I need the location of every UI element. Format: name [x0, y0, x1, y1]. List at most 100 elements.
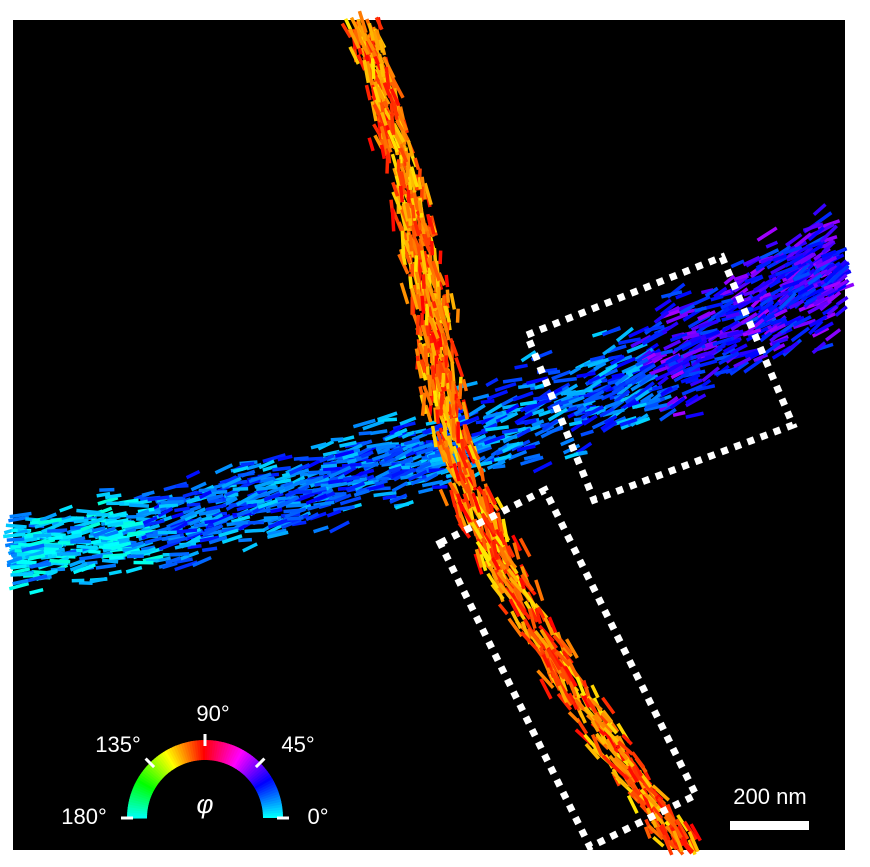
colorbar-segment	[247, 765, 265, 781]
fiber-segment	[373, 490, 397, 498]
fiber-segment	[424, 303, 430, 326]
fiber-segment	[669, 364, 684, 376]
fiber-segment	[424, 404, 433, 423]
fiber-segment	[91, 526, 106, 533]
fiber-segment	[353, 489, 370, 497]
fiber-segment	[584, 742, 601, 760]
fiber-segment	[238, 537, 253, 543]
fiber-segment	[387, 129, 400, 153]
fiber-segment	[285, 463, 304, 475]
fiber-segment	[689, 378, 703, 387]
colorbar-segment	[251, 771, 270, 786]
colorbar-segment	[133, 783, 153, 795]
fiber-segment	[212, 511, 228, 517]
colorbar-segment	[218, 742, 227, 763]
fiber-segment	[240, 469, 256, 478]
fiber-segment	[29, 588, 44, 595]
fiber-segment	[417, 200, 423, 214]
colorbar-segment	[141, 769, 160, 785]
colorbar-segment	[262, 806, 283, 812]
fiber-segment	[102, 553, 128, 559]
fiber-segment	[122, 546, 138, 552]
fiber-segment	[367, 22, 375, 41]
fiber-segment	[533, 395, 549, 401]
fiber-segment	[475, 540, 492, 561]
fiber-segment	[391, 181, 400, 197]
fiber-segment	[379, 79, 388, 97]
fiber-segment	[319, 453, 335, 464]
fiber-segment	[567, 710, 581, 724]
colorbar-segment	[228, 746, 240, 766]
fiber-segment	[543, 616, 555, 636]
colorbar-tick-label: 45°	[281, 732, 314, 757]
fiber-segment	[112, 537, 130, 544]
fiber-segment	[340, 22, 353, 39]
fiber-segment	[361, 462, 379, 468]
fiber-segment	[69, 562, 88, 572]
fiber-segment	[729, 360, 750, 376]
fiber-segment	[659, 407, 677, 422]
fiber-segment	[204, 518, 219, 525]
fiber-segment	[793, 279, 808, 290]
fiber-segment	[262, 464, 278, 472]
fiber-segment	[423, 472, 439, 483]
fiber-segment	[593, 361, 607, 371]
fiber-segment	[516, 601, 532, 621]
fiber-segment	[429, 274, 437, 287]
fiber-segment	[592, 714, 606, 729]
colorbar-segment	[165, 749, 178, 769]
fiber-segment	[5, 523, 27, 529]
fiber-segment	[281, 518, 302, 530]
fiber-segment	[697, 328, 719, 336]
fiber-segment	[772, 253, 788, 263]
fiber-segment	[415, 467, 429, 473]
fiber-segment	[435, 323, 443, 348]
colorbar-segment	[241, 757, 258, 775]
fiber-segment	[626, 794, 639, 814]
fiber-segment	[356, 53, 367, 71]
fiber-segment	[490, 583, 505, 601]
fiber-segment	[521, 588, 538, 609]
fiber-segment	[377, 411, 398, 422]
fiber-segment	[750, 265, 766, 279]
fiber-segment	[654, 298, 672, 312]
fiber-segment	[452, 462, 461, 482]
colorbar-segment	[137, 776, 156, 790]
fiber-segment	[580, 405, 604, 420]
fiber-segment	[760, 300, 775, 311]
colorbar-segment	[238, 754, 254, 773]
fiber-segment	[660, 290, 683, 299]
fiber-segment	[310, 442, 327, 450]
fiber-segment	[568, 420, 583, 427]
fiber-segment	[389, 493, 408, 504]
fiber-segment	[392, 101, 399, 120]
fiber-segment	[24, 549, 45, 560]
fiber-segment	[611, 385, 625, 395]
fiber-segment	[456, 447, 469, 469]
fiber-segment	[585, 697, 598, 714]
fiber-segment	[613, 415, 637, 426]
fiber-segment	[471, 429, 488, 438]
fiber-segment	[487, 564, 499, 581]
fiber-segment	[88, 549, 101, 555]
fiber-segment	[244, 528, 265, 534]
fiber-segment	[666, 803, 678, 826]
fiber-segment	[530, 635, 541, 649]
fiber-segment	[376, 447, 391, 455]
fiber-segment	[717, 338, 733, 350]
fiber-segment	[346, 476, 368, 487]
fiber-segment	[560, 437, 575, 447]
fiber-segment	[669, 356, 692, 372]
fiber-segment	[431, 484, 448, 490]
fiber-segment	[555, 650, 572, 667]
fiber-segment	[283, 508, 305, 514]
fiber-segment	[375, 443, 396, 450]
fiber-segment	[416, 176, 423, 190]
fiber-segment	[557, 685, 569, 704]
colorbar-segment	[237, 752, 251, 772]
fiber-segment	[257, 498, 279, 510]
fiber-segment	[676, 825, 688, 844]
fiber-segment	[692, 339, 708, 352]
fiber-segment	[510, 610, 523, 630]
